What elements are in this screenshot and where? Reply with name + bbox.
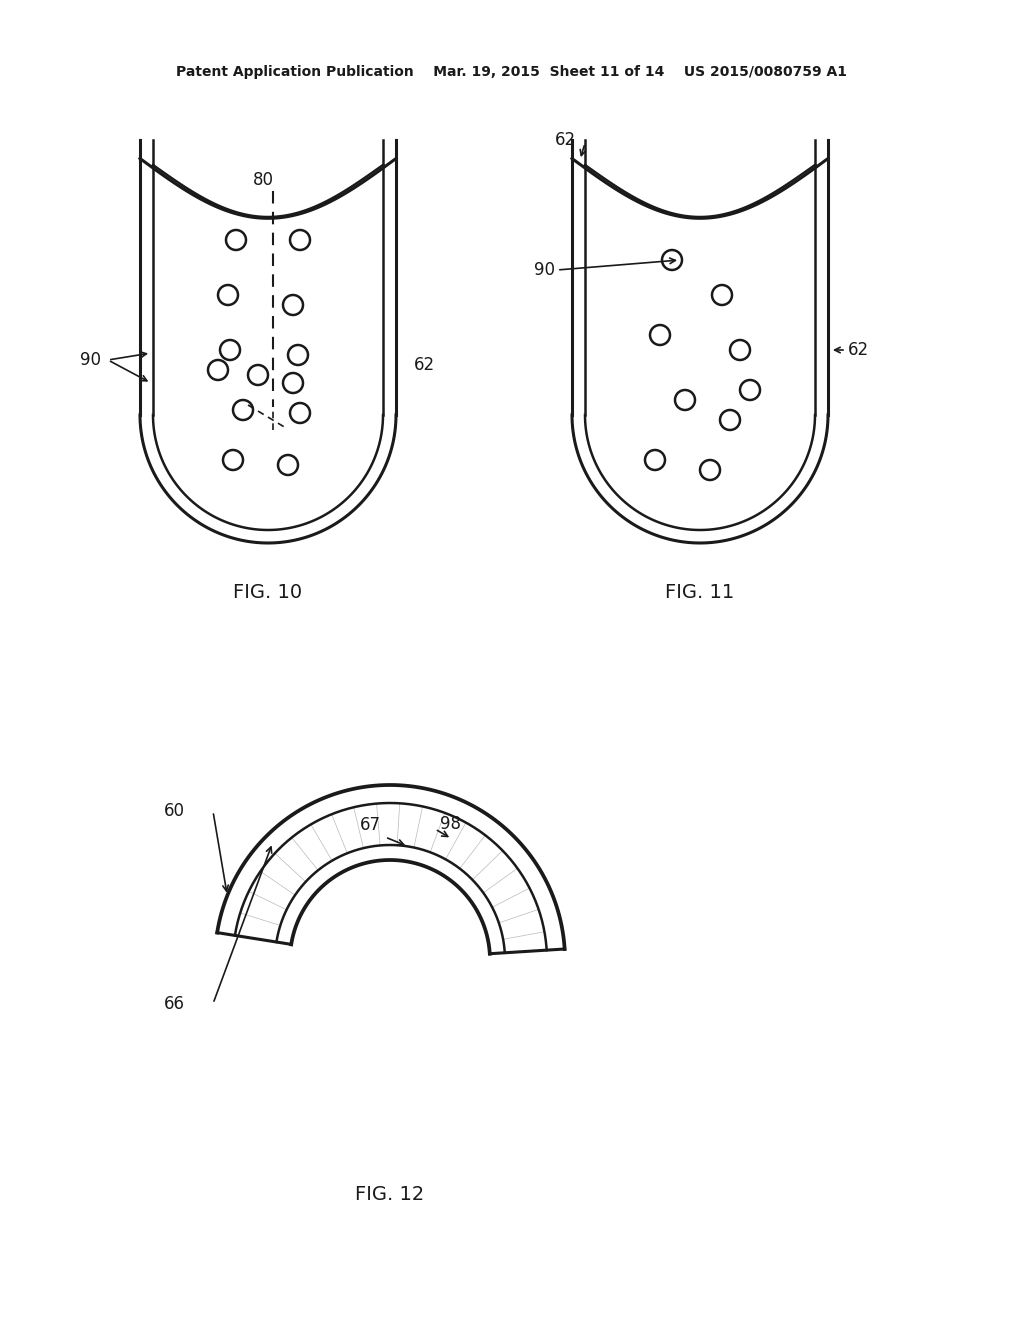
Text: 62: 62: [848, 341, 869, 359]
Text: 80: 80: [253, 172, 273, 189]
Text: 67: 67: [359, 816, 381, 834]
Text: 98: 98: [440, 814, 461, 833]
Text: FIG. 11: FIG. 11: [666, 583, 734, 602]
Text: Patent Application Publication    Mar. 19, 2015  Sheet 11 of 14    US 2015/00807: Patent Application Publication Mar. 19, …: [176, 65, 848, 79]
Text: 62: 62: [414, 356, 435, 374]
Text: FIG. 10: FIG. 10: [233, 583, 302, 602]
Text: FIG. 12: FIG. 12: [355, 1185, 425, 1204]
Text: 60: 60: [164, 803, 185, 820]
Text: 90: 90: [534, 261, 555, 279]
Text: 90: 90: [80, 351, 101, 370]
Text: 66: 66: [164, 995, 185, 1012]
Text: 62: 62: [554, 131, 575, 149]
